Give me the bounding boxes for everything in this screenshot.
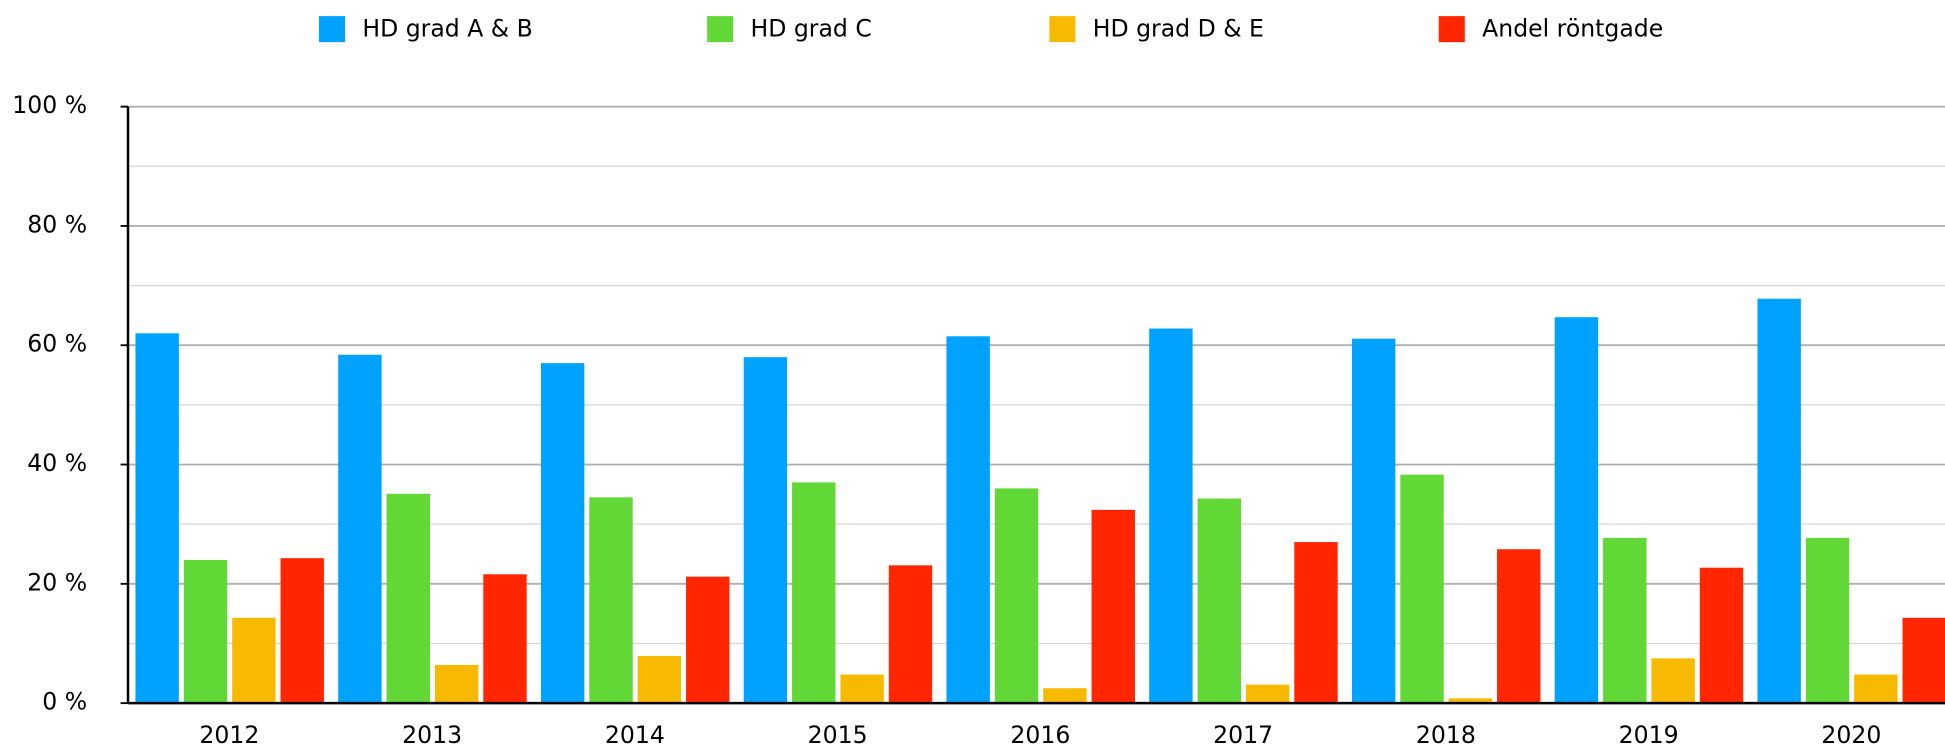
legend-label: Andel röntgade (1482, 14, 1663, 42)
bar (743, 357, 788, 704)
bar (1294, 542, 1338, 704)
bar (338, 354, 382, 704)
bar (232, 617, 276, 704)
y-tick-label: 80 % (27, 210, 87, 238)
bar (1854, 674, 1898, 704)
bar (183, 559, 228, 704)
bar (1497, 549, 1541, 704)
bar (888, 565, 933, 704)
bar (1902, 617, 1945, 704)
y-tick-label: 20 % (27, 568, 87, 596)
bar (1554, 317, 1599, 704)
bar (1149, 328, 1193, 704)
bar (483, 574, 527, 704)
bar (946, 336, 990, 704)
bar (1043, 688, 1087, 704)
y-tick-label: 40 % (27, 449, 87, 477)
bar (686, 576, 730, 704)
legend-label: HD grad D & E (1093, 14, 1264, 42)
bar (1351, 338, 1396, 704)
bar (840, 674, 884, 704)
x-tick-label: 2020 (1821, 721, 1881, 749)
y-tick-label: 100 % (12, 91, 87, 119)
bar (386, 493, 430, 704)
x-tick-label: 2014 (605, 721, 665, 749)
y-tick-label: 60 % (27, 330, 87, 358)
x-tick-label: 2015 (808, 721, 868, 749)
legend-label: HD grad A & B (362, 14, 532, 42)
x-tick-label: 2019 (1619, 721, 1679, 749)
bar (1699, 567, 1744, 704)
bar (994, 488, 1039, 704)
legend-swatch (707, 16, 734, 43)
bar (1400, 474, 1444, 704)
bar (1091, 509, 1135, 704)
bar (1197, 498, 1241, 704)
x-tick-label: 2018 (1416, 721, 1476, 749)
bar (792, 482, 836, 704)
x-tick-label: 2012 (199, 721, 259, 749)
x-tick-label: 2016 (1010, 721, 1070, 749)
x-tick-label: 2017 (1213, 721, 1273, 749)
bar (1245, 684, 1290, 704)
bar (1651, 658, 1695, 704)
legend-label: HD grad C (751, 14, 872, 42)
bar (1757, 298, 1801, 704)
y-tick-label: 0 % (42, 688, 87, 716)
bar (589, 497, 633, 704)
legend-swatch (1438, 16, 1465, 43)
bar (1448, 698, 1493, 704)
bar (135, 333, 179, 704)
bar (280, 558, 324, 704)
legend-swatch (318, 16, 346, 43)
bar (434, 664, 479, 704)
bar (637, 655, 682, 704)
bar (1603, 537, 1647, 704)
bar (1805, 537, 1850, 704)
x-tick-label: 2013 (402, 721, 462, 749)
legend-swatch (1049, 16, 1076, 43)
bar (540, 363, 585, 704)
